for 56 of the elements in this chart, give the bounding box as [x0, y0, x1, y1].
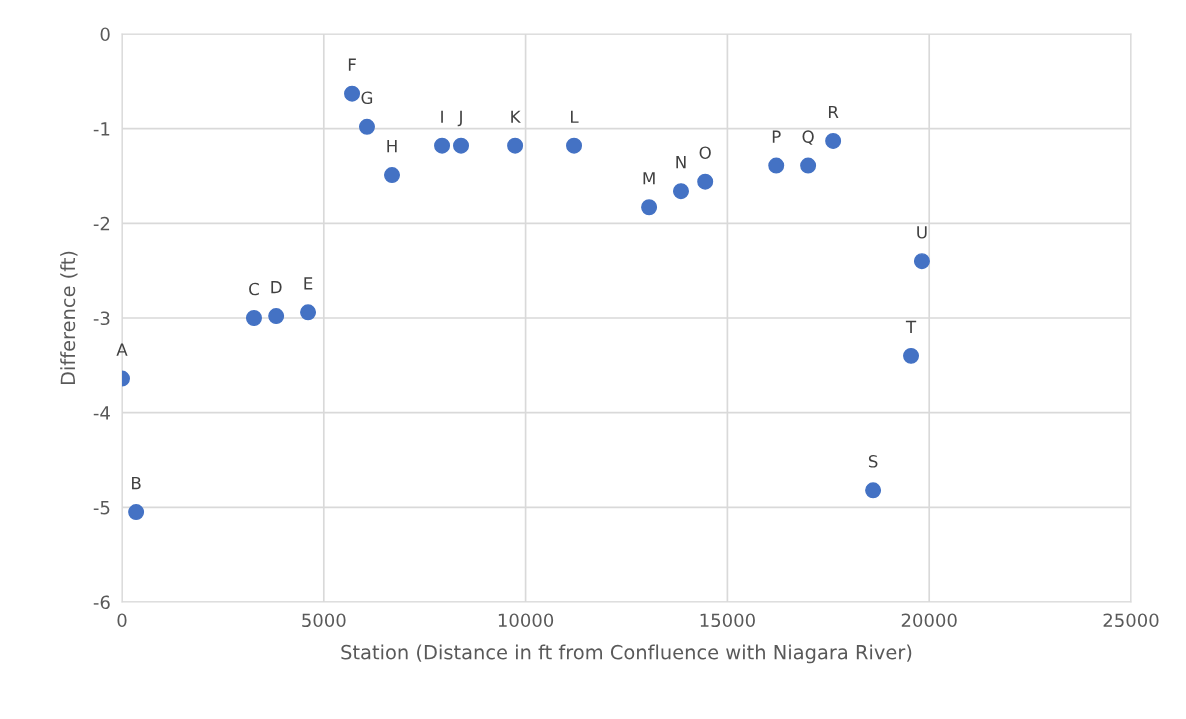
annotation: R: [828, 105, 839, 119]
point: [268, 308, 285, 325]
annotation: E: [304, 277, 313, 290]
annotation: N: [676, 156, 686, 169]
annotation: J: [457, 110, 462, 127]
point: [128, 504, 145, 521]
y-axis-title: Difference (ft): [60, 251, 78, 385]
point: [865, 482, 882, 499]
y-tick-label: -4: [93, 406, 110, 420]
point: [641, 199, 658, 216]
annotation: C: [249, 282, 259, 296]
point: [768, 157, 785, 174]
y-tick-label: -5: [93, 501, 110, 515]
annotation: O: [699, 146, 711, 160]
annotation: Q: [802, 130, 814, 145]
annotation: K: [511, 110, 521, 123]
annotation: G: [361, 91, 373, 105]
annotation: U: [917, 226, 927, 239]
x-axis-title: Station (Distance in ft from Confluence with Niagara River): [341, 644, 912, 664]
y-tick-label: -1: [93, 122, 110, 136]
point: [453, 137, 470, 154]
point: [913, 253, 930, 270]
x-tick-label: 20000: [901, 613, 957, 628]
point: [358, 118, 375, 135]
point: [825, 132, 842, 149]
point: [384, 167, 400, 184]
annotation: L: [571, 110, 579, 123]
point: [672, 183, 689, 200]
point: [300, 304, 317, 321]
x-tick-label: 0: [117, 613, 127, 628]
y-tick-label: -2: [93, 216, 110, 231]
y-tick-label: 0: [100, 27, 110, 42]
x-tick-label: 15000: [700, 613, 755, 628]
annotation: D: [271, 281, 282, 294]
annotation: A: [116, 343, 128, 356]
annotation: F: [348, 58, 356, 71]
point: [800, 157, 817, 174]
annotation: T: [905, 320, 917, 333]
point: [507, 137, 524, 154]
point: [566, 137, 583, 154]
x-tick-label: 25000: [1103, 613, 1159, 628]
point: [245, 310, 262, 326]
point: [903, 347, 920, 364]
y-tick-label: -6: [93, 595, 110, 610]
x-tick-label: 10000: [498, 613, 554, 628]
annotation: S: [868, 455, 878, 468]
annotation: I: [441, 110, 443, 123]
point: [697, 173, 714, 190]
annotation: P: [772, 130, 781, 143]
x-tick-label: 5000: [302, 613, 346, 628]
point: [434, 137, 451, 154]
y-tick-label: -3: [93, 311, 110, 326]
annotation: H: [387, 139, 397, 153]
annotation: M: [643, 172, 655, 185]
annotation: B: [132, 477, 141, 490]
point: [344, 85, 361, 102]
